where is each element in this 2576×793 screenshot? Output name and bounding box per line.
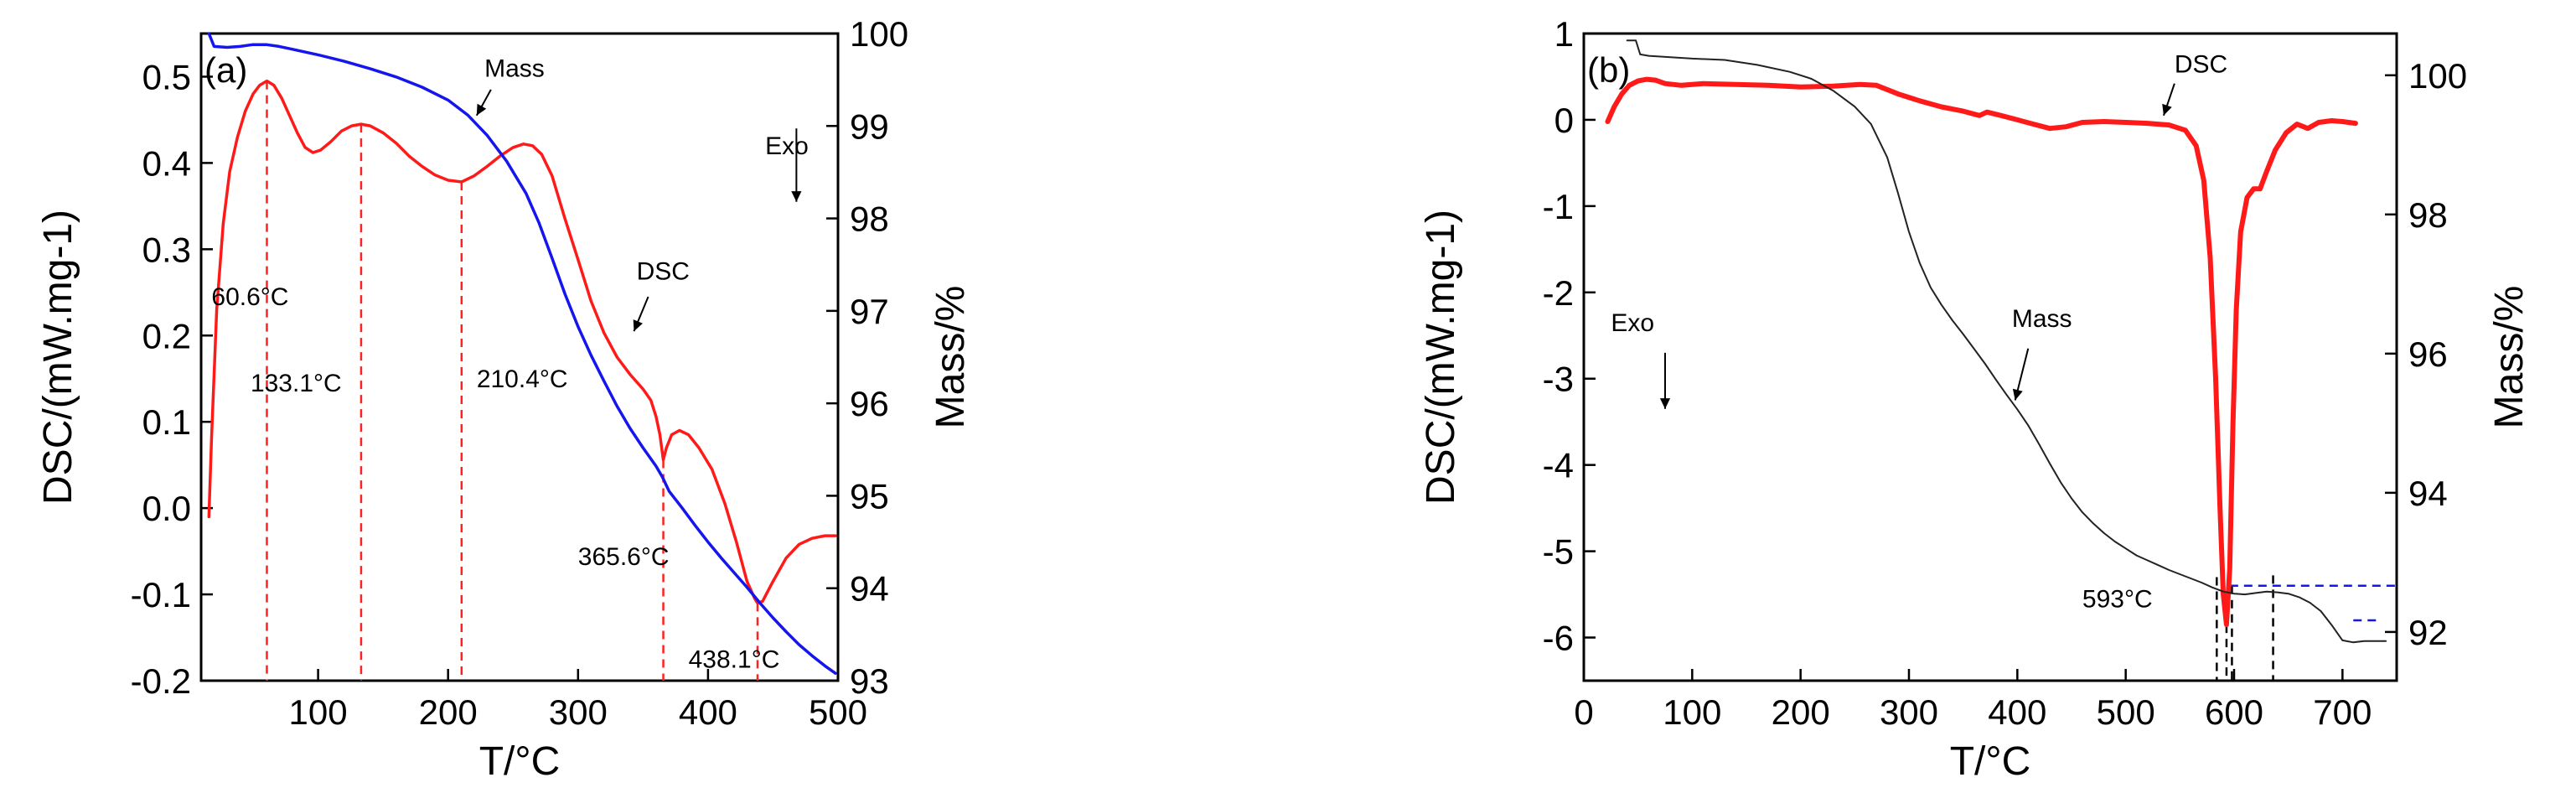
y-right-axis-title: Mass/% bbox=[2487, 286, 2532, 429]
panel-b: DSC/(mW.mg-1) Mass/% T/°C (b) 0 100 200 300… bbox=[1419, 14, 2532, 784]
y-left-axis-title: DSC/(mW.mg-1) bbox=[36, 210, 80, 505]
y-left-tick-label: 0 bbox=[1554, 101, 1574, 140]
y-right-tick-label: 96 bbox=[2408, 334, 2448, 374]
x-tick-label: 300 bbox=[1880, 692, 1938, 732]
y-right-tick-label: 98 bbox=[2408, 195, 2448, 235]
y-right-tick-label: 94 bbox=[2408, 474, 2448, 513]
series-dsc-line bbox=[207, 79, 837, 605]
series-dsc-line bbox=[1605, 76, 2358, 628]
y-left-tick-label: -1 bbox=[1543, 187, 1574, 226]
arrow-head bbox=[791, 191, 802, 202]
x-tick-label: 0 bbox=[1574, 692, 1593, 732]
y-right-tick-label: 94 bbox=[850, 569, 889, 609]
y-left-axis-title: DSC/(mW.mg-1) bbox=[1419, 210, 1463, 505]
x-tick-label: 400 bbox=[679, 692, 737, 732]
annotation: DSC bbox=[2175, 50, 2227, 78]
x-tick-label: 700 bbox=[2313, 692, 2372, 732]
arrow-head bbox=[633, 319, 643, 332]
x-tick-label: 100 bbox=[1663, 692, 1721, 732]
x-tick-label: 100 bbox=[289, 692, 348, 732]
y-right-axis-title: Mass/% bbox=[928, 286, 973, 429]
annotation: 210.4°C bbox=[477, 365, 568, 393]
y-right-tick-label: 98 bbox=[850, 200, 889, 239]
y-left-tick-label: 0.2 bbox=[142, 316, 191, 355]
annotation: 438.1°C bbox=[689, 646, 780, 674]
y-right-tick-label: 93 bbox=[850, 661, 889, 701]
y-left-tick-label: -0.2 bbox=[131, 661, 191, 701]
y-left-tick-label: -5 bbox=[1543, 532, 1574, 572]
panel-label: (b) bbox=[1587, 50, 1630, 90]
arrow-head bbox=[2012, 388, 2023, 401]
annotation: 593°C bbox=[2082, 586, 2153, 614]
panel-label: (a) bbox=[204, 50, 247, 90]
y-left-tick-label: 0.4 bbox=[142, 143, 191, 183]
arrow-head bbox=[476, 103, 487, 116]
y-left-tick-label: 0.1 bbox=[142, 402, 191, 442]
y-right-tick-label: 95 bbox=[850, 476, 889, 516]
x-tick-label: 500 bbox=[2097, 692, 2155, 732]
annotation: 133.1°C bbox=[251, 370, 342, 397]
x-tick-label: 200 bbox=[1772, 692, 1830, 732]
y-left-tick-label: -0.1 bbox=[131, 575, 191, 614]
x-tick-label: 300 bbox=[549, 692, 608, 732]
x-axis-title: T/°C bbox=[1950, 739, 2031, 784]
annotation: Exo bbox=[765, 132, 809, 160]
annotation: 365.6°C bbox=[578, 543, 670, 571]
series-mass-line bbox=[207, 32, 837, 675]
arrow-head bbox=[2162, 103, 2172, 116]
x-tick-label: 200 bbox=[419, 692, 478, 732]
x-tick-label: 600 bbox=[2205, 692, 2263, 732]
y-right-tick-label: 100 bbox=[850, 14, 908, 54]
annotation: 60.6°C bbox=[211, 283, 288, 311]
annotation: Exo bbox=[1611, 309, 1654, 337]
annotation: Mass bbox=[484, 54, 545, 82]
plot-frame bbox=[199, 32, 840, 682]
plot-frame bbox=[1582, 32, 2398, 682]
y-right-tick-label: 99 bbox=[850, 106, 889, 146]
series-mass-line bbox=[1626, 39, 2387, 644]
y-left-tick-label: -6 bbox=[1543, 619, 1574, 658]
y-left-tick-label: -2 bbox=[1543, 273, 1574, 313]
panel-a: DSC/(mW.mg-1) Mass/% T/°C (a) 100 200 300 4… bbox=[36, 14, 973, 784]
y-left-tick-label: 1 bbox=[1554, 14, 1574, 54]
y-left-tick-label: 0.5 bbox=[142, 57, 191, 96]
arrow-head bbox=[1659, 398, 1671, 409]
y-left-tick-label: 0.3 bbox=[142, 230, 191, 269]
y-right-tick-label: 96 bbox=[850, 384, 889, 423]
annotation: Mass bbox=[2012, 305, 2072, 333]
y-right-tick-label: 100 bbox=[2408, 56, 2467, 96]
annotation: DSC bbox=[637, 257, 690, 285]
y-left-tick-label: -4 bbox=[1543, 446, 1574, 485]
y-right-tick-label: 92 bbox=[2408, 613, 2448, 652]
x-tick-label: 500 bbox=[809, 692, 867, 732]
y-left-tick-label: -3 bbox=[1543, 360, 1574, 399]
y-left-tick-label: 0.0 bbox=[142, 489, 191, 528]
y-right-tick-label: 97 bbox=[850, 292, 889, 331]
x-tick-label: 400 bbox=[1988, 692, 2046, 732]
x-axis-title: T/°C bbox=[479, 739, 561, 784]
